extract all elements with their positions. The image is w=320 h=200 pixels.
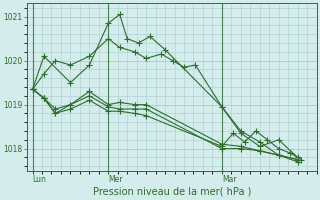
X-axis label: Pression niveau de la mer( hPa ): Pression niveau de la mer( hPa ) [92, 187, 251, 197]
